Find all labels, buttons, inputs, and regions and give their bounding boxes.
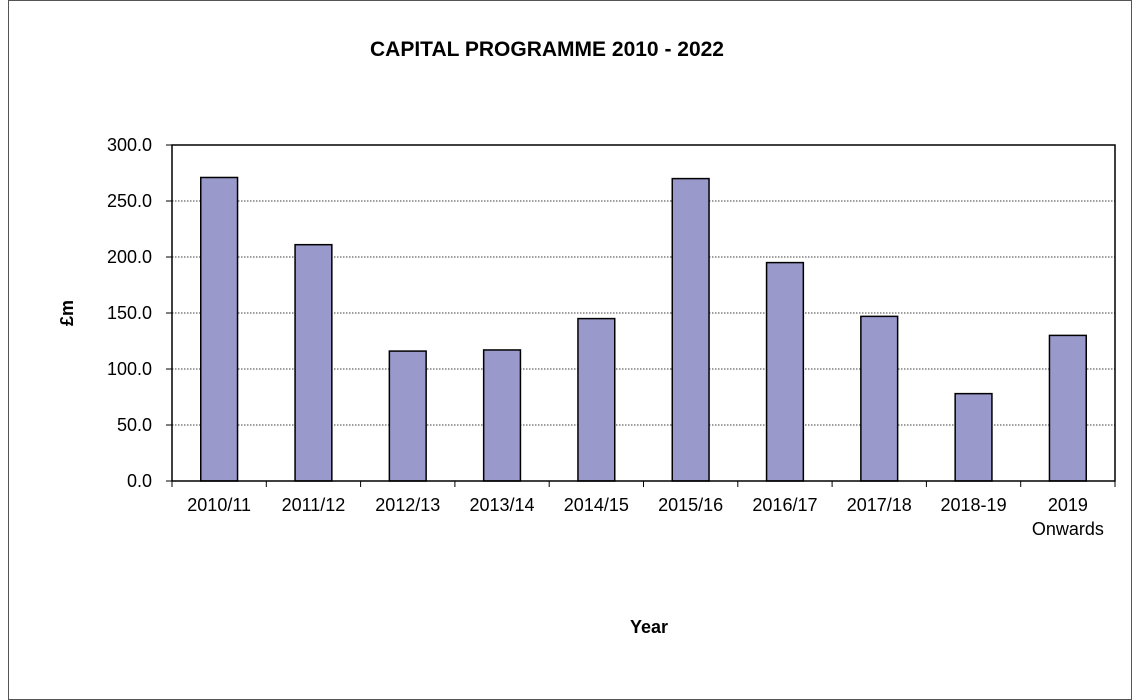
y-tick-label: 150.0 (107, 303, 152, 323)
y-tick-label: 0.0 (127, 471, 152, 491)
y-axis-ticks: 0.0 50.0 100.0 150.0 200.0 250.0 300.0 (107, 135, 172, 491)
x-tick-label: 2018-19 (941, 495, 1007, 515)
bar (577, 317, 616, 482)
bar (388, 350, 427, 482)
bar (671, 177, 710, 482)
x-tick-label: 2017/18 (847, 495, 912, 515)
y-tick-label: 100.0 (107, 359, 152, 379)
bar (482, 349, 522, 482)
y-tick-label: 50.0 (117, 415, 152, 435)
bar (1048, 334, 1087, 482)
bar (294, 243, 333, 482)
x-axis-title: Year (630, 617, 668, 637)
x-tick-label: 2010/11 (187, 495, 251, 515)
x-tick-label: 2016/17 (752, 495, 817, 515)
x-tick-label: 2019 Onwards (1032, 495, 1104, 539)
x-tick-label: 2013/14 (470, 495, 535, 515)
x-tick-label: 2015/16 (658, 495, 723, 515)
y-tick-label: 250.0 (107, 191, 152, 211)
x-tick-label: 2011/12 (282, 495, 346, 515)
bar (954, 392, 993, 482)
chart-title: CAPITAL PROGRAMME 2010 - 2022 (370, 38, 724, 61)
y-tick-label: 300.0 (107, 135, 152, 155)
bar (765, 261, 805, 482)
chart-canvas: 0.0 50.0 100.0 150.0 200.0 250.0 300.0 2010/11… (57, 135, 1116, 637)
x-axis-ticks: 2010/11 2011/12 2012/13 2013/14 2014/15 2015/… (171, 481, 1116, 539)
y-axis-title: £m (57, 300, 77, 326)
bar (200, 176, 239, 482)
bars (200, 176, 1087, 482)
y-tick-label: 200.0 (107, 247, 152, 267)
bar (860, 315, 899, 482)
x-tick-label: 2012/13 (375, 495, 440, 515)
x-tick-label: 2014/15 (564, 495, 629, 515)
